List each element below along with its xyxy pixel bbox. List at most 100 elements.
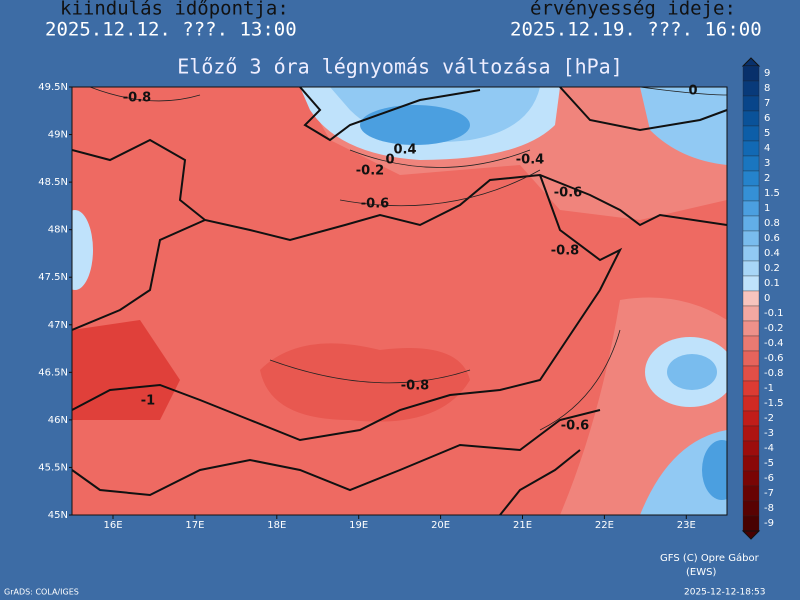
colorbar-swatch [742,410,760,427]
colorbar-swatch [742,80,760,97]
colorbar-swatch [742,200,760,217]
colorbar-label: 2 [764,173,770,184]
field [640,87,727,165]
colorbar-label: 0.1 [764,278,780,289]
lon-label: 20E [431,520,450,531]
contour-label: -0.8 [123,91,151,106]
colorbar-label: 6 [764,113,770,124]
colorbar-swatch [742,260,760,277]
colorbar-label: -0.8 [764,368,784,379]
colorbar-label: -0.6 [764,353,784,364]
colorbar-label: 1.5 [764,188,780,199]
colorbar-label: -4 [764,443,774,454]
colorbar-label: -1.5 [764,398,784,409]
colorbar-swatch [742,425,760,442]
colorbar-swatch [742,440,760,457]
lat-label: 47.5N [38,272,68,283]
lat-label: 45.5N [38,462,68,473]
contour-label: -0.8 [401,379,429,394]
colorbar-swatch [742,155,760,172]
map-field [72,87,727,515]
field [72,210,93,290]
colorbar-label: 8 [764,83,770,94]
valid-label: érvényesség ideje: [530,0,736,20]
contour-label: -0.4 [516,153,544,168]
field [702,440,727,500]
colorbar-swatch [742,125,760,142]
colorbar-swatch [742,110,760,127]
colorbar-label: 0.2 [764,263,780,274]
credit: (EWS) [686,567,716,578]
lon-label: 23E [677,520,696,531]
colorbar-swatch [742,470,760,487]
lat-label: 45N [48,510,68,521]
colorbar-swatch [742,170,760,187]
colorbar-label: 5 [764,128,770,139]
start-label: kiindulás időpontja: [60,0,289,20]
colorbar-swatch [742,380,760,397]
colorbar-swatch [742,320,760,337]
contour-label: 0 [385,153,394,168]
colorbar-label: -1 [764,383,774,394]
colorbar-swatch [742,350,760,367]
colorbar-label: 9 [764,68,770,79]
field [260,343,470,422]
colorbar-label: 0.6 [764,233,780,244]
map-title: Előző 3 óra légnyomás változása [hPa] [177,55,623,79]
map-frame [71,86,728,516]
lat-label: 46.5N [38,367,68,378]
colorbar-arrow [741,530,761,540]
lat-label: 49N [48,130,68,141]
colorbar-swatch [742,290,760,307]
colorbar-label: 4 [764,143,770,154]
contour-label: -0.8 [551,244,579,259]
contour-label: -0.6 [361,197,389,212]
colorbar-swatch [742,65,760,82]
colorbar-swatch [742,230,760,247]
lon-label: 19E [349,520,368,531]
colorbar-swatch [742,395,760,412]
contour-label: 0.4 [393,143,416,158]
contour-label: 0 [688,84,697,99]
contour-label: -1 [141,394,155,409]
lat-label: 48.5N [38,177,68,188]
software: GrADS: COLA/IGES [4,588,79,597]
colorbar-label: -9 [764,518,774,529]
lat-label: 47N [48,320,68,331]
lat-label: 46N [48,415,68,426]
colorbar-label: -0.2 [764,323,784,334]
lat-label: 49.5N [38,82,68,93]
colorbar-label: 1 [764,203,770,214]
borders [72,87,727,515]
lon-label: 18E [267,520,286,531]
lon-label: 21E [513,520,532,531]
colorbar-label: -0.1 [764,308,784,319]
colorbar-label: 0 [764,293,770,304]
colorbar-swatch [742,185,760,202]
lon-label: 22E [595,520,614,531]
colorbar-swatch [742,485,760,502]
valid-time: 2025.12.19. ???. 16:00 [510,19,762,41]
contour-label: -0.6 [561,419,589,434]
colorbar-label: 0.4 [764,248,780,259]
timestamp: 2025-12-12-18:53 [684,588,766,598]
colorbar-label: -3 [764,428,774,439]
contour-label: -0.2 [356,164,384,179]
colorbar-label: -0.4 [764,338,784,349]
colorbar-swatch [742,305,760,322]
lon-label: 16E [103,520,122,531]
colorbar-label: -7 [764,488,774,499]
lat-label: 48N [48,225,68,236]
colorbar-label: -5 [764,458,774,469]
colorbar-label: 3 [764,158,770,169]
contour-label: -0.6 [554,186,582,201]
colorbar-swatch [742,515,760,532]
colorbar-label: -8 [764,503,774,514]
colorbar-label: -6 [764,473,774,484]
field [360,105,470,145]
colorbar-swatch [742,275,760,292]
lon-label: 17E [185,520,204,531]
colorbar-swatch [742,245,760,262]
field [640,430,727,515]
